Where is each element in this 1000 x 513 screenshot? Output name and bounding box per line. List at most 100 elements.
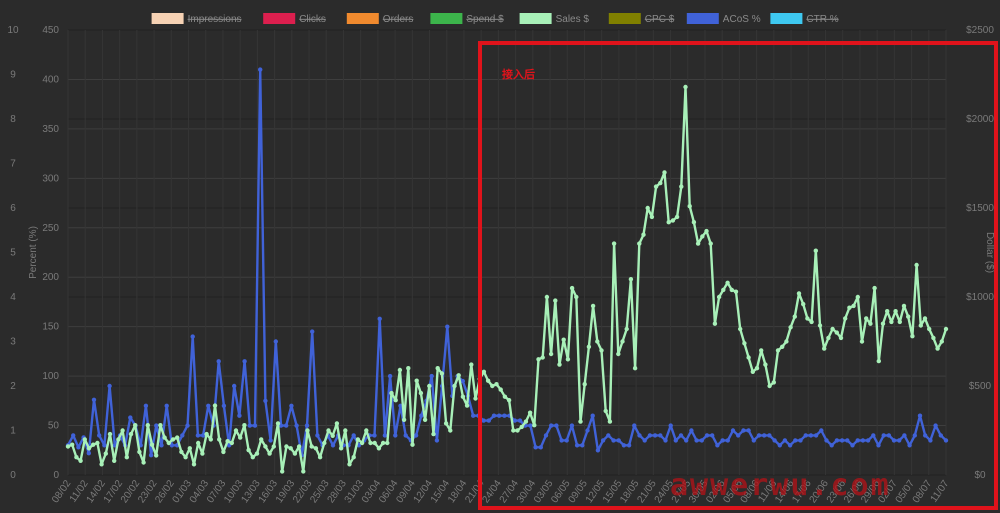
data-point xyxy=(523,419,529,424)
data-point xyxy=(313,446,319,451)
data-point xyxy=(855,294,860,300)
data-point xyxy=(393,398,398,403)
data-point xyxy=(595,448,601,453)
legend-item[interactable]: Clicks xyxy=(263,13,326,25)
legend-item[interactable]: CTR % xyxy=(770,13,839,25)
data-point xyxy=(76,445,81,450)
data-point xyxy=(611,438,616,443)
data-point xyxy=(124,455,129,460)
data-point xyxy=(611,241,617,246)
data-point xyxy=(834,438,840,443)
data-point xyxy=(309,444,314,449)
data-point xyxy=(398,403,403,408)
data-point xyxy=(385,440,390,446)
data-point xyxy=(128,431,134,437)
data-point xyxy=(554,423,559,428)
data-point xyxy=(206,403,211,408)
data-point xyxy=(439,371,445,376)
legend-item[interactable]: Sales $ xyxy=(519,13,590,25)
data-point xyxy=(868,321,873,326)
data-point xyxy=(154,453,159,458)
legend-label: Spend $ xyxy=(466,14,504,25)
data-point xyxy=(275,421,281,426)
data-point xyxy=(372,433,377,438)
data-point xyxy=(708,241,713,246)
data-point xyxy=(452,383,457,389)
data-point xyxy=(564,438,569,443)
y-outer-tick-label: 3 xyxy=(10,337,16,348)
data-point xyxy=(435,366,440,371)
data-point xyxy=(914,262,919,268)
data-point xyxy=(912,433,917,438)
data-point xyxy=(662,170,667,175)
legend-item[interactable]: Impressions xyxy=(151,13,242,25)
data-point xyxy=(918,323,923,328)
data-point xyxy=(91,397,97,402)
data-point xyxy=(494,382,499,387)
data-point xyxy=(170,437,176,442)
data-point xyxy=(808,433,814,438)
data-point xyxy=(684,438,689,443)
data-point xyxy=(380,440,386,446)
data-point xyxy=(700,234,705,239)
y-left-tick-label: 250 xyxy=(42,223,59,234)
data-point xyxy=(694,438,699,443)
data-point xyxy=(762,433,767,438)
data-point xyxy=(456,373,461,378)
data-point xyxy=(162,435,167,440)
data-point xyxy=(751,438,756,443)
data-point xyxy=(289,403,294,408)
data-point xyxy=(190,334,195,339)
legend-item[interactable]: ACoS % xyxy=(686,13,761,25)
y-outer-tick-label: 7 xyxy=(10,159,16,170)
data-point xyxy=(928,438,933,443)
data-point xyxy=(763,362,768,367)
legend-item[interactable]: Orders xyxy=(346,13,414,25)
y-right-tick-label: $2000 xyxy=(966,114,994,125)
data-point xyxy=(305,428,310,433)
data-point xyxy=(490,383,495,389)
data-point xyxy=(872,285,877,291)
data-point xyxy=(107,431,113,437)
data-point xyxy=(112,458,117,463)
data-point xyxy=(448,428,453,433)
data-point xyxy=(481,418,486,423)
data-point xyxy=(943,326,949,332)
data-point xyxy=(200,451,205,456)
legend-item[interactable]: CPC $ xyxy=(608,13,675,25)
data-point xyxy=(796,291,802,296)
data-point xyxy=(746,428,751,433)
data-point xyxy=(586,344,592,349)
data-point xyxy=(716,294,722,300)
data-point xyxy=(268,438,273,443)
data-point xyxy=(434,438,440,443)
data-point xyxy=(632,366,638,371)
y-right-tick-label: $1500 xyxy=(966,203,994,214)
data-point xyxy=(626,443,632,448)
data-point xyxy=(819,428,824,433)
data-point xyxy=(824,438,829,443)
y-outer-tick-label: 0 xyxy=(10,470,16,481)
data-point xyxy=(847,305,852,310)
data-point xyxy=(881,433,886,438)
data-point xyxy=(859,339,865,344)
data-point xyxy=(574,443,580,448)
data-point xyxy=(689,428,694,433)
y-left-tick-label: 50 xyxy=(48,421,60,432)
data-point xyxy=(406,366,411,371)
data-point xyxy=(721,287,726,293)
data-point xyxy=(317,455,323,460)
data-point xyxy=(801,301,806,307)
y-right-tick-label: $0 xyxy=(974,470,986,481)
legend[interactable]: Impressions Clicks Orders Spend $ Sales $ CPC… xyxy=(151,13,839,25)
data-point xyxy=(943,438,949,443)
data-point xyxy=(792,314,797,319)
overlay: 接入后 awwerwu.com xyxy=(478,41,998,510)
data-point xyxy=(86,451,92,456)
data-point xyxy=(271,444,276,449)
data-point xyxy=(445,324,450,329)
legend-item[interactable]: Spend $ xyxy=(430,13,504,25)
data-point xyxy=(427,383,432,389)
data-point xyxy=(585,428,590,433)
